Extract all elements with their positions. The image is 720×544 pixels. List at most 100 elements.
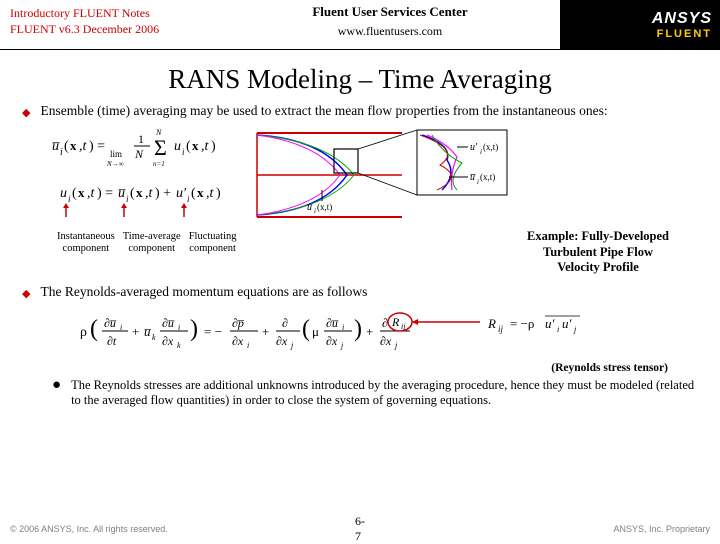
svg-text:∂u̅: ∂u̅ (326, 316, 339, 330)
service-center: Fluent User Services Center (224, 4, 556, 20)
svg-text:+: + (132, 324, 139, 339)
svg-text:x: x (192, 138, 199, 153)
notes-title: Introductory FLUENT Notes (10, 6, 210, 22)
svg-text:,t: ,t (201, 139, 210, 154)
slide-header: Introductory FLUENT Notes FLUENT v6.3 De… (0, 0, 720, 50)
svg-text:): ) (354, 316, 362, 342)
svg-text:R: R (391, 315, 400, 329)
label-time-average: Time-average component (123, 231, 181, 254)
svg-text:,t: ,t (87, 186, 96, 201)
svg-text:x: x (197, 185, 204, 200)
svg-text:(: ( (90, 316, 98, 342)
svg-text:∂x: ∂x (380, 334, 392, 348)
svg-text:i: i (60, 147, 63, 158)
momentum-equation: ρ ( ∂u̅i ∂t + u̅k ∂u̅i ∂xk ) = − ∂p̅ ∂xi… (22, 306, 698, 360)
svg-text:(: ( (302, 316, 310, 342)
svg-text:i: i (182, 147, 185, 157)
svg-text:∂u̅: ∂u̅ (162, 316, 175, 330)
svg-text:) +: ) + (155, 186, 171, 201)
svg-text:R: R (487, 316, 496, 331)
svg-text:ij: ij (498, 324, 504, 334)
svg-text:(: ( (64, 139, 69, 154)
svg-text:(x,t): (x,t) (483, 142, 498, 152)
svg-text:k: k (152, 333, 156, 342)
svg-text:) =: ) = (97, 186, 113, 201)
sub-bullet: ● The Reynolds stresses are additional u… (52, 378, 698, 408)
svg-text:∂x: ∂x (326, 334, 338, 348)
svg-text:∂x: ∂x (232, 334, 244, 348)
svg-text:i: i (178, 323, 180, 332)
svg-text:∂x: ∂x (162, 334, 174, 348)
svg-text:= −ρ: = −ρ (510, 316, 534, 331)
svg-text:n=1: n=1 (153, 160, 165, 168)
fluent-logo: FLUENT (657, 28, 712, 40)
label-instantaneous: Instantaneous component (57, 231, 115, 254)
svg-text:∂p̅: ∂p̅ (232, 316, 244, 330)
header-center: Fluent User Services Center www.fluentus… (220, 0, 560, 49)
svg-text:i: i (68, 194, 71, 204)
svg-text:u′: u′ (562, 316, 572, 331)
svg-text:k: k (177, 341, 181, 350)
logo-block: ANSYS FLUENT (560, 0, 720, 49)
svg-text:u: u (174, 139, 181, 154)
svg-text:u: u (60, 186, 67, 201)
svg-text:u′: u′ (470, 142, 478, 153)
svg-text:lim: lim (110, 149, 122, 159)
svg-text:i: i (247, 341, 249, 350)
svg-text:ρ: ρ (80, 325, 87, 340)
reynolds-stress-label: (Reynolds stress tensor) (22, 362, 668, 374)
svg-text:1: 1 (138, 132, 144, 146)
svg-text:,t: ,t (145, 186, 154, 201)
dot-bullet-icon: ● (52, 378, 61, 408)
pipe-flow-diagram: u′i(x,t) u̅i(x,t) u̅i(x,t) (252, 125, 512, 225)
svg-text:i: i (126, 194, 129, 204)
svg-text:x: x (78, 185, 85, 200)
svg-text:j: j (290, 341, 294, 350)
svg-text:(: ( (191, 186, 196, 201)
svg-text:N→∞: N→∞ (106, 160, 124, 168)
svg-text:(: ( (130, 186, 135, 201)
component-labels: Instantaneous component Time-average com… (57, 231, 237, 254)
svg-text:x: x (70, 138, 77, 153)
svg-text:∂u̅: ∂u̅ (104, 316, 117, 330)
svg-text:) =: ) = (89, 139, 105, 154)
example-caption: Example: Fully-Developed Turbulent Pipe … (498, 229, 698, 276)
service-url: www.fluentusers.com (224, 24, 556, 39)
proprietary: ANSYS, Inc. Proprietary (365, 524, 710, 534)
svg-text:∂: ∂ (382, 316, 388, 330)
svg-text:i: i (342, 323, 344, 332)
svg-text:i: i (557, 325, 559, 334)
svg-text:+: + (366, 324, 373, 339)
svg-text:j: j (573, 325, 577, 334)
bullet-2-text: The Reynolds-averaged momentum equations… (40, 284, 698, 300)
svg-text:i: i (314, 207, 316, 215)
diamond-bullet-icon: ◆ (22, 106, 30, 119)
equation-diagram-row: u̅ i ( x ,t ) = lim N→∞ 1 N Σ N n=1 u i … (52, 125, 698, 225)
ensemble-equations: u̅ i ( x ,t ) = lim N→∞ 1 N Σ N n=1 u i … (52, 125, 252, 220)
svg-text:u′: u′ (545, 316, 555, 331)
svg-text:= −: = − (204, 324, 222, 339)
svg-text:x: x (136, 185, 143, 200)
bullet-1-text: Ensemble (time) averaging may be used to… (40, 103, 698, 119)
svg-text:N: N (134, 147, 144, 161)
svg-text:): ) (216, 186, 221, 201)
header-left: Introductory FLUENT Notes FLUENT v6.3 De… (0, 0, 220, 49)
svg-text:N: N (155, 128, 162, 137)
svg-text:∂x: ∂x (276, 334, 288, 348)
svg-text:,t: ,t (206, 186, 215, 201)
ansys-logo: ANSYS (652, 10, 712, 28)
svg-text:i: i (480, 148, 482, 156)
notes-version: FLUENT v6.3 December 2006 (10, 22, 210, 38)
svg-text:(x,t): (x,t) (480, 172, 495, 182)
copyright: © 2006 ANSYS, Inc. All rights reserved. (10, 524, 355, 534)
svg-text:Σ: Σ (154, 135, 167, 160)
svg-text:(x,t): (x,t) (317, 202, 332, 212)
sub-bullet-text: The Reynolds stresses are additional unk… (71, 378, 698, 408)
svg-text:): ) (190, 316, 198, 342)
svg-text:j: j (340, 341, 344, 350)
page-title: RANS Modeling – Time Averaging (0, 64, 720, 95)
diamond-bullet-icon: ◆ (22, 287, 30, 300)
slide-body: ◆ Ensemble (time) averaging may be used … (0, 103, 720, 408)
svg-text:∂t: ∂t (107, 334, 117, 348)
svg-text:j: j (394, 341, 398, 350)
